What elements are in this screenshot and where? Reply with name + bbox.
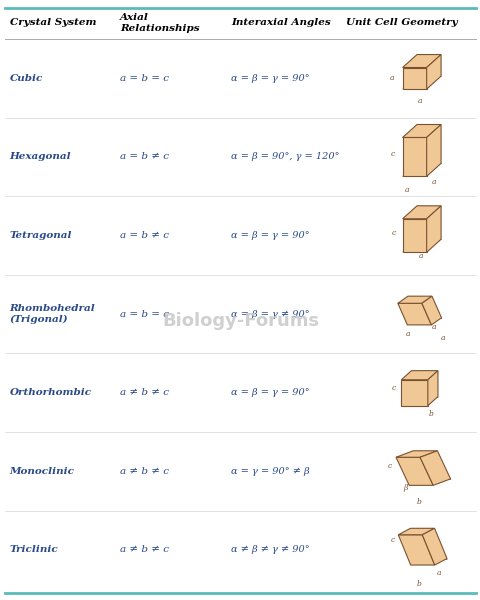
Text: a = b = c: a = b = c	[120, 310, 169, 319]
Text: a: a	[388, 74, 393, 82]
Text: Monoclinic: Monoclinic	[10, 467, 74, 476]
Polygon shape	[402, 124, 440, 137]
Text: b: b	[416, 580, 421, 587]
Text: Tetragonal: Tetragonal	[10, 231, 72, 240]
Polygon shape	[421, 296, 441, 325]
Text: c: c	[391, 229, 395, 237]
Text: a: a	[431, 178, 435, 186]
Polygon shape	[402, 67, 426, 89]
Text: b: b	[428, 410, 432, 418]
Polygon shape	[426, 124, 440, 176]
Polygon shape	[397, 303, 431, 325]
Text: Unit Cell Geometry: Unit Cell Geometry	[346, 19, 457, 28]
Text: α = γ = 90° ≠ β: α = γ = 90° ≠ β	[230, 467, 309, 476]
Text: α ≠ β ≠ γ ≠ 90°: α ≠ β ≠ γ ≠ 90°	[230, 545, 309, 554]
Polygon shape	[395, 457, 432, 485]
Text: a = b ≠ c: a = b ≠ c	[120, 152, 169, 161]
Text: b: b	[416, 499, 421, 506]
Text: Interaxial Angles: Interaxial Angles	[230, 19, 330, 28]
Polygon shape	[400, 380, 427, 406]
Text: α = β = γ = 90°: α = β = γ = 90°	[230, 74, 309, 83]
Polygon shape	[427, 371, 437, 406]
Text: Axial: Axial	[120, 13, 149, 22]
Text: Biology-Forums: Biology-Forums	[162, 312, 318, 330]
Polygon shape	[397, 528, 434, 535]
Text: a: a	[435, 569, 440, 577]
Polygon shape	[400, 371, 437, 380]
Text: a ≠ b ≠ c: a ≠ b ≠ c	[120, 545, 169, 554]
Text: Orthorhombic: Orthorhombic	[10, 388, 92, 397]
Polygon shape	[402, 137, 426, 176]
Text: a ≠ b ≠ c: a ≠ b ≠ c	[120, 388, 169, 397]
Text: a: a	[404, 186, 408, 194]
Text: a: a	[431, 323, 435, 331]
Text: Hexagonal: Hexagonal	[10, 152, 71, 161]
Text: α = β = γ = 90°: α = β = γ = 90°	[230, 231, 309, 240]
Polygon shape	[395, 451, 436, 457]
Text: α = β = γ ≠ 90°: α = β = γ ≠ 90°	[230, 310, 309, 319]
Polygon shape	[421, 528, 446, 565]
Text: Rhombohedral
(Trigonal): Rhombohedral (Trigonal)	[10, 304, 95, 324]
Text: Crystal System: Crystal System	[10, 19, 96, 28]
Text: a ≠ b ≠ c: a ≠ b ≠ c	[120, 467, 169, 476]
Text: a = b ≠ c: a = b ≠ c	[120, 231, 169, 240]
Text: c: c	[391, 384, 395, 392]
Text: c: c	[390, 536, 394, 544]
Text: c: c	[387, 463, 391, 470]
Text: c: c	[390, 151, 394, 158]
Text: a: a	[405, 331, 409, 338]
Text: a = b = c: a = b = c	[120, 74, 169, 83]
Text: β: β	[402, 484, 407, 492]
Text: Relationships: Relationships	[120, 25, 200, 34]
Polygon shape	[397, 535, 434, 565]
Polygon shape	[402, 55, 440, 67]
Text: a: a	[440, 334, 445, 342]
Text: Cubic: Cubic	[10, 74, 43, 83]
Polygon shape	[419, 451, 450, 485]
Polygon shape	[402, 206, 440, 219]
Text: Triclinic: Triclinic	[10, 545, 58, 554]
Polygon shape	[426, 206, 440, 252]
Polygon shape	[397, 296, 431, 303]
Text: a: a	[417, 97, 422, 105]
Polygon shape	[426, 55, 440, 89]
Text: a: a	[418, 252, 423, 260]
Text: α = β = 90°, γ = 120°: α = β = 90°, γ = 120°	[230, 152, 339, 161]
Polygon shape	[402, 219, 426, 252]
Text: α = β = γ = 90°: α = β = γ = 90°	[230, 388, 309, 397]
